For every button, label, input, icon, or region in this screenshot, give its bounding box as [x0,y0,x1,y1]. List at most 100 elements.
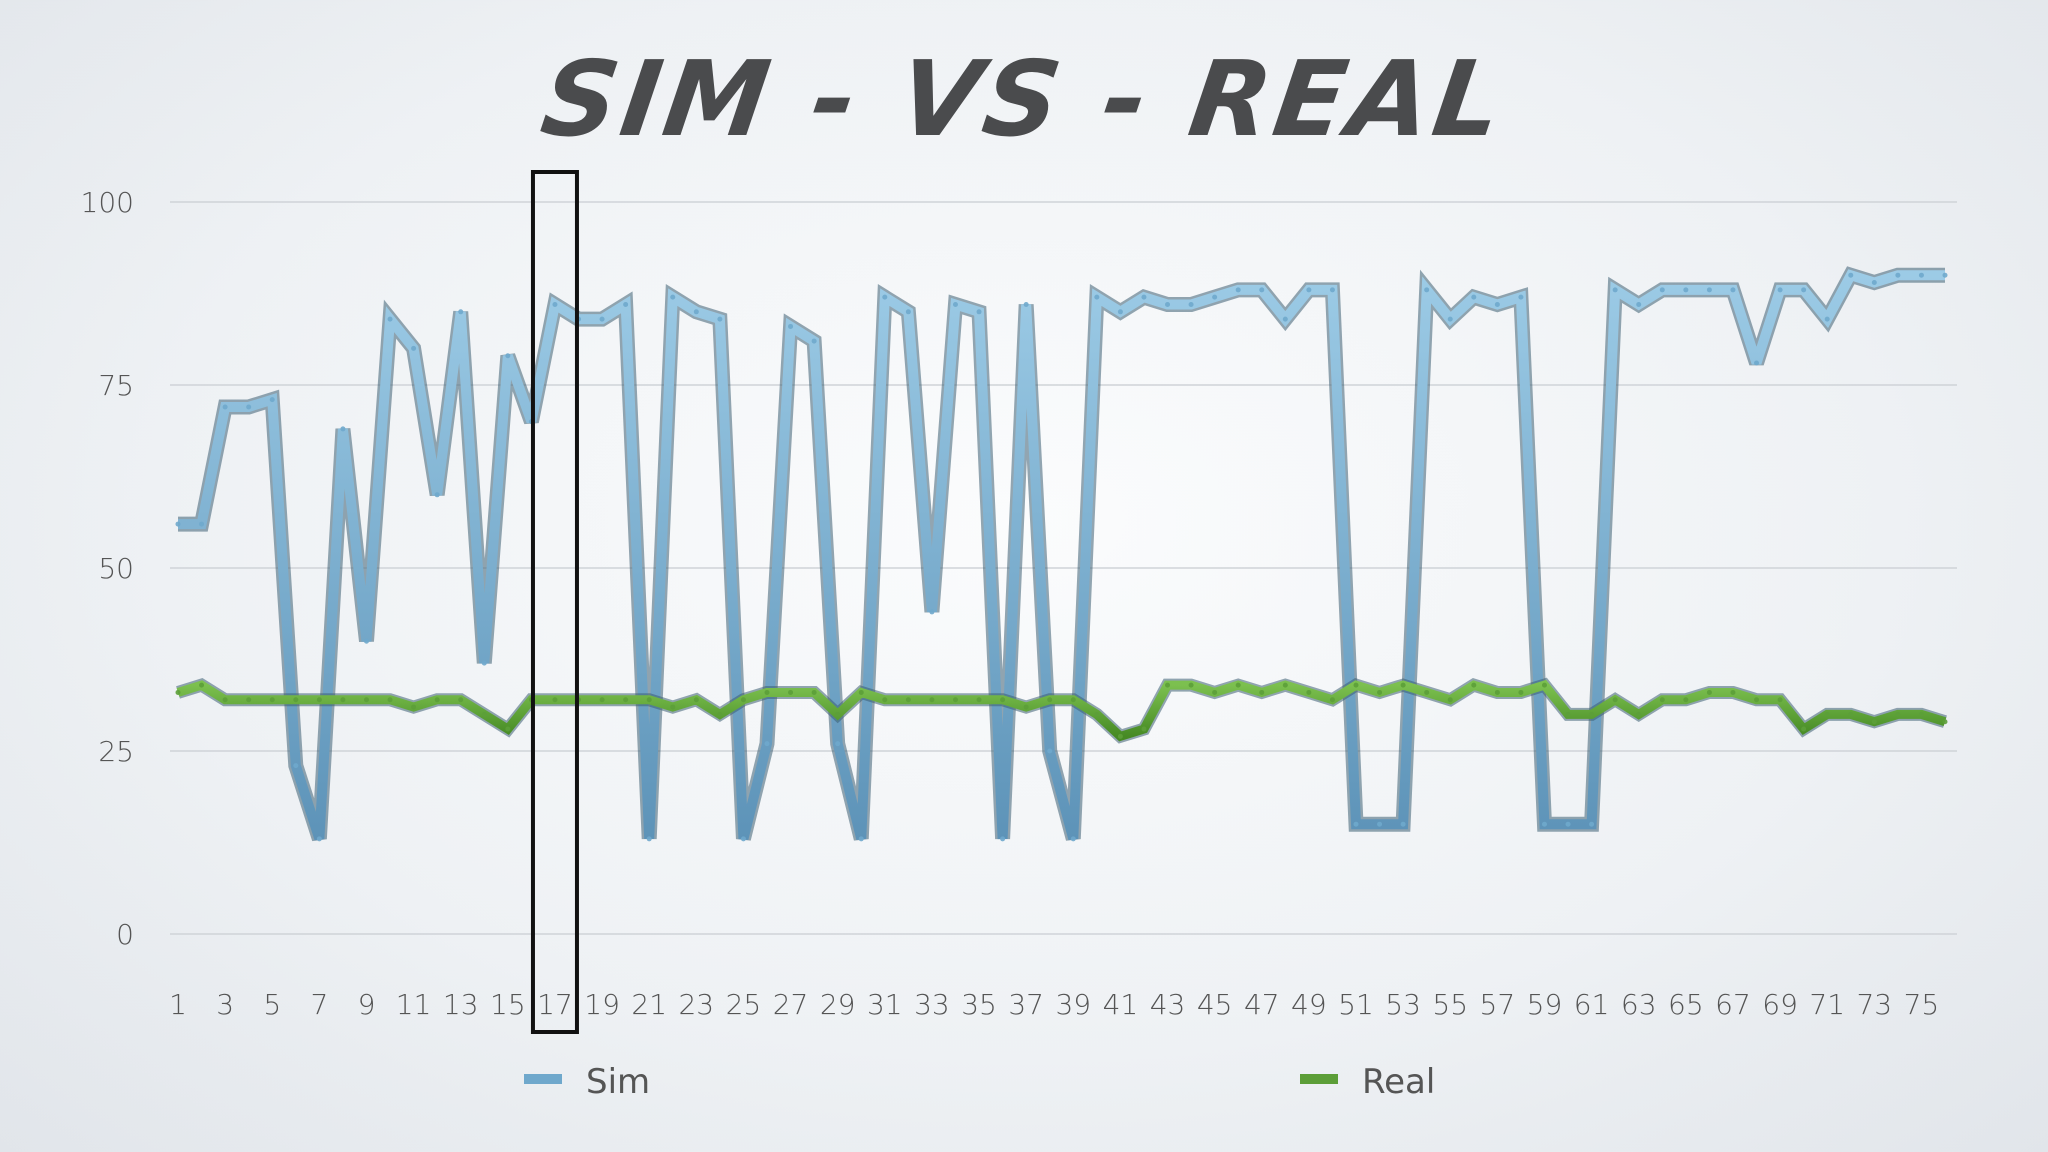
data-point-real [1141,726,1147,732]
x-tick-label: 39 [1055,988,1091,1021]
x-tick-label: 65 [1668,988,1704,1021]
data-point-sim [434,492,440,498]
data-point-real [387,697,393,703]
data-point-sim [1942,272,1948,278]
y-axis-ticks: 0 25 50 75 100 [81,186,134,951]
data-point-sim [670,294,676,300]
x-tick-label: 37 [1008,988,1044,1021]
data-point-real [222,697,228,703]
data-point-sim [316,836,322,842]
data-point-sim [693,309,699,315]
data-point-sim [199,521,205,527]
x-tick-label: 17 [537,988,573,1021]
x-tick-label: 19 [584,988,620,1021]
data-point-real [1117,733,1123,739]
data-point-sim [293,763,299,769]
x-tick-label: 71 [1809,988,1845,1021]
data-point-real [1400,682,1406,688]
data-point-real [269,697,275,703]
data-point-real [1000,697,1006,703]
series-line-real [176,679,1947,742]
data-point-sim [717,316,723,322]
data-point-sim [976,309,982,315]
data-point-real [717,711,723,717]
data-point-real [1777,697,1783,703]
x-tick-label: 1 [169,988,187,1021]
data-point-sim [1447,316,1453,322]
data-point-sim [1683,287,1689,293]
data-point-sim [1730,287,1736,293]
data-point-sim [1235,287,1241,293]
x-tick-label: 5 [263,988,281,1021]
data-point-real [1589,711,1595,717]
data-point-real [740,697,746,703]
data-point-sim [1659,287,1665,293]
data-point-real [1942,719,1948,725]
x-axis-ticks: 1 3 5 7 9 11 13 15 17 19 21 23 25 27 29 31 33 35 37 39 41 43 4… [169,988,1939,1021]
x-tick-label: 63 [1621,988,1657,1021]
data-point-sim [363,638,369,644]
x-tick-label: 33 [914,988,950,1021]
y-tick-label: 75 [98,369,134,402]
data-point-sim [246,404,252,410]
data-point-sim [1871,280,1877,286]
data-point-sim [1565,821,1571,827]
data-point-real [1801,726,1807,732]
data-point-sim [175,521,181,527]
data-point-real [693,697,699,703]
data-point-sim [740,836,746,842]
data-point-real [246,697,252,703]
data-point-sim [1000,836,1006,842]
data-point-real [1165,682,1171,688]
data-point-real [929,697,935,703]
x-tick-label: 27 [773,988,809,1021]
data-point-sim [599,316,605,322]
data-point-real [1848,711,1854,717]
data-point-sim [1259,287,1265,293]
data-point-real [481,711,487,717]
legend-swatch-sim [524,1074,562,1084]
data-point-real [363,697,369,703]
data-point-real [1824,711,1830,717]
data-point-sim [835,741,841,747]
data-point-real [199,682,205,688]
data-point-real [1659,697,1665,703]
data-point-real [175,689,181,695]
data-points [175,272,1948,842]
y-tick-label: 50 [98,552,134,585]
data-point-sim [1306,287,1312,293]
data-point-real [1518,689,1524,695]
data-point-real [1494,689,1500,695]
data-point-sim [411,345,417,351]
data-point-real [1706,689,1712,695]
data-point-real [293,697,299,703]
data-point-real [1871,719,1877,725]
series-line-real-shadow [176,677,1947,744]
data-point-sim [1117,309,1123,315]
x-tick-label: 35 [961,988,997,1021]
data-point-sim [1094,294,1100,300]
x-tick-label: 41 [1103,988,1139,1021]
highlight-box [530,170,579,1034]
x-tick-label: 7 [310,988,328,1021]
data-point-sim [269,397,275,403]
x-tick-label: 29 [820,988,856,1021]
data-point-sim [481,660,487,666]
data-point-sim [1047,748,1053,754]
data-point-real [599,697,605,703]
data-point-real [1329,697,1335,703]
data-point-sim [882,294,888,300]
data-point-real [1541,682,1547,688]
data-point-real [1023,704,1029,710]
data-point-sim [1895,272,1901,278]
data-point-real [1565,711,1571,717]
data-point-sim [1471,294,1477,300]
data-point-sim [1165,301,1171,307]
data-point-sim [764,741,770,747]
data-point-real [835,711,841,717]
data-point-real [1730,689,1736,695]
legend-label-real: Real [1362,1062,1435,1102]
legend-label-sim: Sim [586,1062,650,1102]
data-point-sim [1141,294,1147,300]
